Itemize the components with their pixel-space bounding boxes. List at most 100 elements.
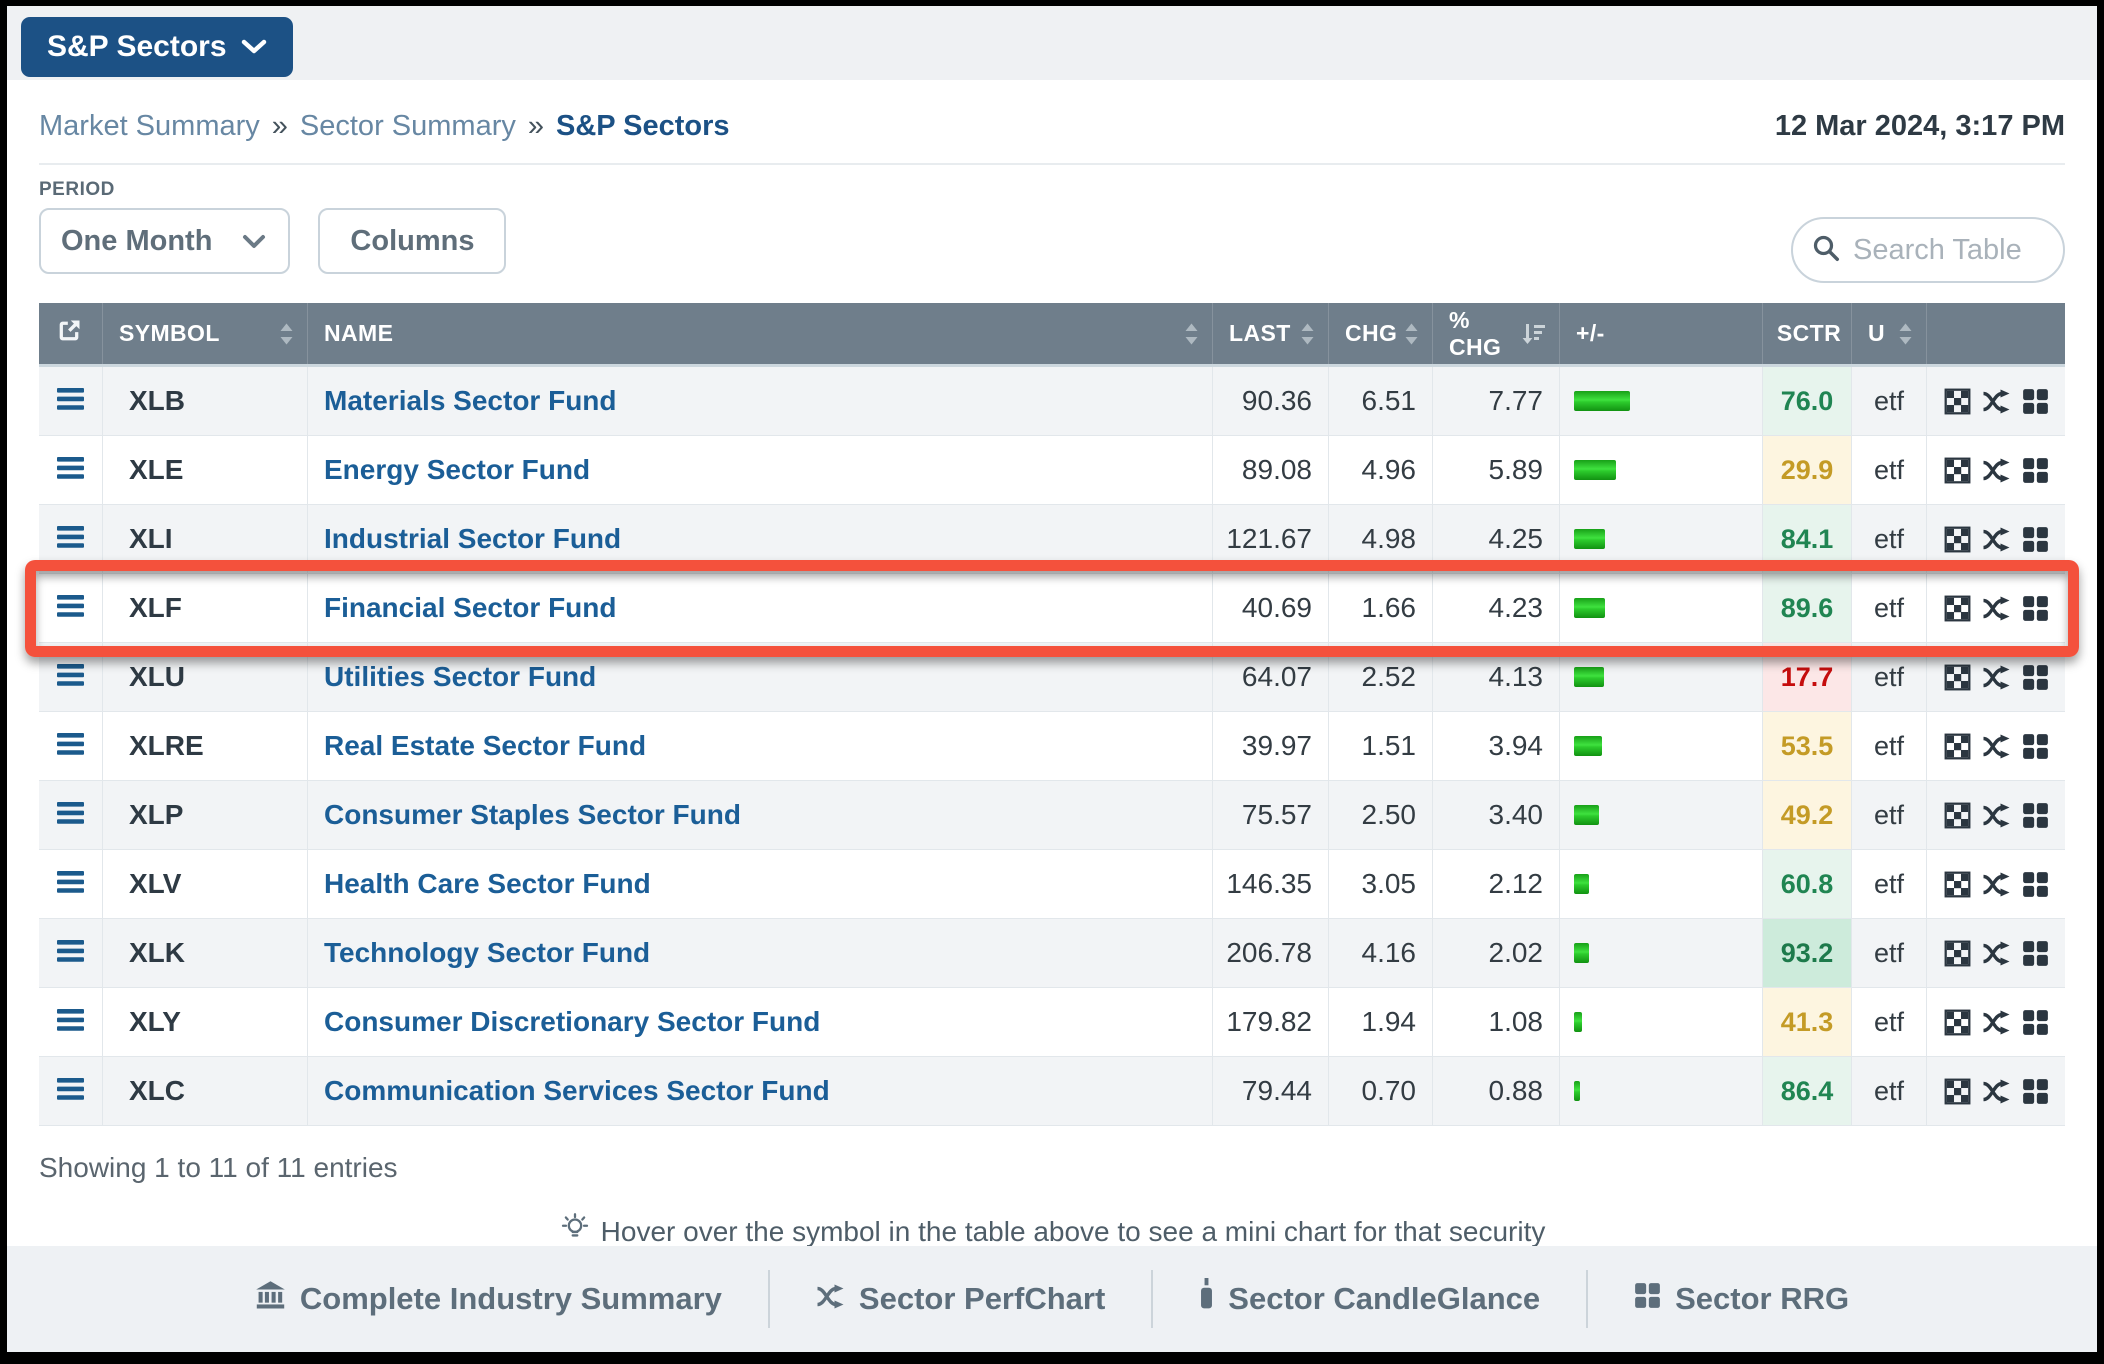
- symbol-cell[interactable]: XLC: [103, 1057, 308, 1126]
- row-menu-button[interactable]: [39, 574, 103, 643]
- candleglance-icon[interactable]: [1944, 1078, 1971, 1105]
- candleglance-icon[interactable]: [1944, 388, 1971, 415]
- candleglance-icon[interactable]: [1944, 871, 1971, 898]
- symbol-cell[interactable]: XLE: [103, 436, 308, 505]
- symbol-cell[interactable]: XLK: [103, 919, 308, 988]
- row-menu-button[interactable]: [39, 988, 103, 1057]
- row-menu-button[interactable]: [39, 505, 103, 574]
- symbol-cell[interactable]: XLY: [103, 988, 308, 1057]
- footer-link-complete-industry-summary[interactable]: Complete Industry Summary: [209, 1269, 768, 1329]
- universe-cell: etf: [1852, 367, 1927, 436]
- rrg-grid-icon[interactable]: [2022, 457, 2049, 484]
- fund-name-link[interactable]: Consumer Staples Sector Fund: [324, 799, 741, 830]
- fund-name-link[interactable]: Consumer Discretionary Sector Fund: [324, 1006, 821, 1037]
- rrg-grid-icon[interactable]: [2022, 940, 2049, 967]
- pct-chg-cell: 5.89: [1433, 436, 1560, 505]
- fund-name-link[interactable]: Industrial Sector Fund: [324, 523, 622, 554]
- perfchart-icon[interactable]: [1982, 941, 2011, 966]
- footer-link-sector-rrg[interactable]: Sector RRG: [1588, 1269, 1895, 1329]
- hamburger-icon: [57, 454, 84, 486]
- candleglance-icon[interactable]: [1944, 664, 1971, 691]
- footer-link-sector-perfchart[interactable]: Sector PerfChart: [770, 1269, 1151, 1329]
- perfchart-icon[interactable]: [1982, 1010, 2011, 1035]
- column-header-actions[interactable]: [1927, 303, 2065, 364]
- rrg-grid-icon[interactable]: [2022, 1078, 2049, 1105]
- candleglance-icon[interactable]: [1944, 526, 1971, 553]
- symbol-cell[interactable]: XLF: [103, 574, 308, 643]
- perfchart-icon[interactable]: [1982, 803, 2011, 828]
- symbol-cell[interactable]: XLB: [103, 367, 308, 436]
- column-header-bar[interactable]: +/-: [1560, 303, 1763, 364]
- column-header-sctr[interactable]: SCTR: [1763, 303, 1852, 364]
- hamburger-icon: [57, 868, 84, 900]
- fund-name-link[interactable]: Health Care Sector Fund: [324, 868, 651, 899]
- sctr-cell: 86.4: [1763, 1057, 1852, 1126]
- candleglance-icon[interactable]: [1944, 1009, 1971, 1036]
- row-menu-button[interactable]: [39, 781, 103, 850]
- columns-button[interactable]: Columns: [318, 208, 507, 274]
- rrg-grid-icon[interactable]: [2022, 871, 2049, 898]
- sp-sectors-dropdown-button[interactable]: S&P Sectors: [21, 17, 293, 77]
- breadcrumb-market-summary[interactable]: Market Summary: [39, 110, 260, 142]
- perfchart-icon[interactable]: [1982, 389, 2011, 414]
- candleglance-icon[interactable]: [1944, 802, 1971, 829]
- candleglance-icon[interactable]: [1944, 940, 1971, 967]
- symbol-cell[interactable]: XLI: [103, 505, 308, 574]
- footer-links-bar: Complete Industry Summary Sector PerfChar…: [7, 1246, 2097, 1352]
- row-menu-button[interactable]: [39, 643, 103, 712]
- fund-name-link[interactable]: Materials Sector Fund: [324, 385, 617, 416]
- row-actions-cell: [1927, 505, 2065, 574]
- perfchart-icon[interactable]: [1982, 1079, 2011, 1104]
- footer-divider: [1586, 1270, 1589, 1328]
- footer-link-sector-candleglance[interactable]: Sector CandleGlance: [1153, 1269, 1586, 1329]
- chg-cell: 4.96: [1329, 436, 1433, 505]
- perfchart-icon[interactable]: [1982, 527, 2011, 552]
- column-header-u[interactable]: U: [1852, 303, 1927, 364]
- rrg-grid-icon[interactable]: [2022, 1009, 2049, 1036]
- perfchart-icon[interactable]: [1982, 596, 2011, 621]
- perfchart-icon[interactable]: [1982, 872, 2011, 897]
- period-select[interactable]: One Month: [39, 208, 291, 274]
- perfchart-icon[interactable]: [1982, 665, 2011, 690]
- row-menu-button[interactable]: [39, 919, 103, 988]
- row-menu-button[interactable]: [39, 367, 103, 436]
- rrg-grid-icon[interactable]: [2022, 526, 2049, 553]
- row-menu-button[interactable]: [39, 1057, 103, 1126]
- fund-name-link[interactable]: Financial Sector Fund: [324, 592, 617, 623]
- rrg-grid-icon[interactable]: [2022, 664, 2049, 691]
- row-menu-button[interactable]: [39, 712, 103, 781]
- column-header-chg[interactable]: CHG: [1329, 303, 1433, 364]
- symbol-cell[interactable]: XLU: [103, 643, 308, 712]
- rrg-grid-icon[interactable]: [2022, 802, 2049, 829]
- column-header-symbol[interactable]: SYMBOL: [103, 303, 308, 364]
- fund-name-link[interactable]: Technology Sector Fund: [324, 937, 651, 968]
- column-header-pct_chg[interactable]: % CHG: [1433, 303, 1560, 364]
- row-menu-button[interactable]: [39, 436, 103, 505]
- candleglance-icon[interactable]: [1944, 595, 1971, 622]
- candleglance-icon[interactable]: [1944, 733, 1971, 760]
- divider: [39, 163, 2065, 165]
- fund-name-link[interactable]: Utilities Sector Fund: [324, 661, 597, 692]
- search-input[interactable]: [1853, 233, 2045, 267]
- rrg-grid-icon[interactable]: [2022, 733, 2049, 760]
- row-menu-button[interactable]: [39, 850, 103, 919]
- fund-name-link[interactable]: Real Estate Sector Fund: [324, 730, 647, 761]
- green-change-bar: [1574, 805, 1599, 825]
- sctr-cell: 60.8: [1763, 850, 1852, 919]
- fund-name-link[interactable]: Energy Sector Fund: [324, 454, 591, 485]
- symbol-cell[interactable]: XLRE: [103, 712, 308, 781]
- candleglance-icon[interactable]: [1944, 457, 1971, 484]
- column-header-expand[interactable]: [39, 303, 103, 364]
- column-header-last[interactable]: LAST: [1213, 303, 1329, 364]
- symbol-cell[interactable]: XLP: [103, 781, 308, 850]
- universe-cell: etf: [1852, 574, 1927, 643]
- perfchart-icon[interactable]: [1982, 734, 2011, 759]
- fund-name-link[interactable]: Communication Services Sector Fund: [324, 1075, 830, 1106]
- column-header-name[interactable]: NAME: [308, 303, 1213, 364]
- breadcrumb-sector-summary[interactable]: Sector Summary: [299, 110, 516, 142]
- green-change-bar: [1574, 667, 1604, 687]
- rrg-grid-icon[interactable]: [2022, 595, 2049, 622]
- rrg-grid-icon[interactable]: [2022, 388, 2049, 415]
- symbol-cell[interactable]: XLV: [103, 850, 308, 919]
- perfchart-icon[interactable]: [1982, 458, 2011, 483]
